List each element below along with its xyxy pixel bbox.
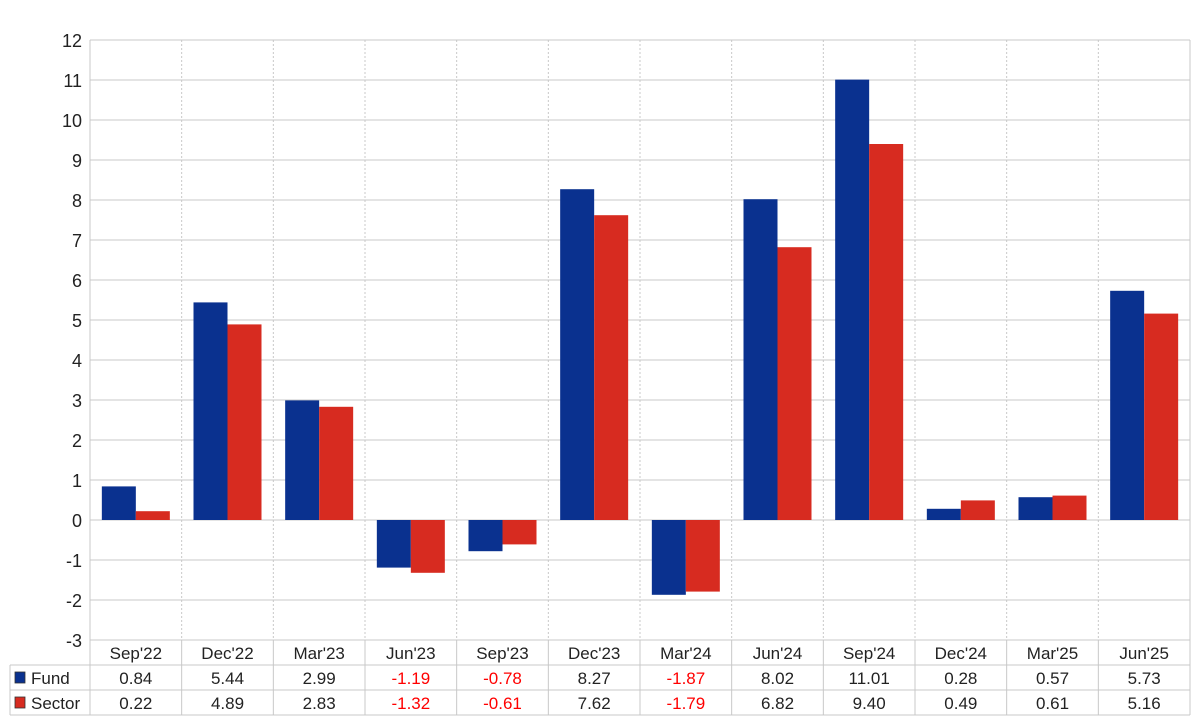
legend-label-sector: Sector	[31, 694, 80, 713]
bar-sector	[685, 520, 720, 592]
data-label: 9.40	[853, 694, 886, 713]
data-label: 6.82	[761, 694, 794, 713]
y-tick-label: 1	[72, 471, 82, 491]
bar-sector	[410, 520, 445, 573]
data-label: -1.19	[391, 669, 430, 688]
data-label: 0.28	[944, 669, 977, 688]
legend-swatch-fund	[14, 671, 26, 684]
y-tick-label: 12	[62, 31, 82, 51]
y-tick-label: -2	[66, 591, 82, 611]
data-label: 0.22	[119, 694, 152, 713]
data-label: -1.79	[666, 694, 705, 713]
bar-fund	[468, 520, 503, 552]
bar-fund	[285, 400, 320, 520]
bar-sector	[227, 324, 262, 520]
data-label: 8.27	[578, 669, 611, 688]
x-tick-label: Dec'23	[568, 644, 620, 663]
x-tick-label: Mar'24	[660, 644, 711, 663]
y-tick-label: 0	[72, 511, 82, 531]
data-label: 5.73	[1128, 669, 1161, 688]
bar-fund	[193, 302, 228, 520]
bar-sector	[594, 215, 629, 520]
bar-sector	[502, 520, 537, 545]
data-label: 2.83	[303, 694, 336, 713]
data-label: 0.84	[119, 669, 152, 688]
y-tick-label: 7	[72, 231, 82, 251]
bar-fund	[743, 199, 778, 520]
x-tick-label: Dec'24	[935, 644, 987, 663]
data-label: 0.57	[1036, 669, 1069, 688]
bar-fund	[651, 520, 686, 595]
bar-sector	[1144, 313, 1179, 520]
data-label: 2.99	[303, 669, 336, 688]
bar-fund	[101, 486, 136, 520]
legend-label-fund: Fund	[31, 669, 70, 688]
y-tick-label: 2	[72, 431, 82, 451]
bar-sector	[777, 247, 812, 520]
bar-fund	[926, 508, 961, 520]
data-label: 8.02	[761, 669, 794, 688]
x-tick-label: Sep'23	[476, 644, 528, 663]
bar-fund	[1018, 497, 1053, 520]
data-label: 7.62	[578, 694, 611, 713]
y-tick-label: 10	[62, 111, 82, 131]
data-label: 0.61	[1036, 694, 1069, 713]
y-tick-label: 8	[72, 191, 82, 211]
x-tick-label: Dec'22	[201, 644, 253, 663]
x-tick-label: Jun'24	[753, 644, 803, 663]
legend-swatch-sector	[14, 696, 26, 709]
data-label: 4.89	[211, 694, 244, 713]
bar-sector	[319, 406, 354, 520]
y-tick-label: 6	[72, 271, 82, 291]
bar-fund	[835, 79, 870, 520]
data-label: -0.78	[483, 669, 522, 688]
data-label: 5.16	[1128, 694, 1161, 713]
bar-sector	[960, 500, 995, 520]
data-label: 0.49	[944, 694, 977, 713]
data-label: -0.61	[483, 694, 522, 713]
x-tick-label: Sep'22	[110, 644, 162, 663]
bar-sector	[135, 511, 170, 520]
data-label: -1.32	[391, 694, 430, 713]
y-tick-label: 5	[72, 311, 82, 331]
y-tick-label: 3	[72, 391, 82, 411]
data-label: 5.44	[211, 669, 244, 688]
data-label: 11.01	[849, 669, 890, 688]
y-tick-label: -3	[66, 631, 82, 651]
x-tick-label: Jun'23	[386, 644, 436, 663]
x-tick-label: Sep'24	[843, 644, 895, 663]
y-tick-label: -1	[66, 551, 82, 571]
data-label: -1.87	[666, 669, 705, 688]
bar-fund	[376, 520, 411, 568]
bar-fund	[560, 189, 595, 520]
y-tick-label: 11	[63, 71, 82, 91]
bar-sector	[869, 144, 904, 520]
y-tick-label: 9	[72, 151, 82, 171]
y-tick-label: 4	[72, 351, 82, 371]
bar-sector	[1052, 495, 1087, 520]
x-tick-label: Jun'25	[1119, 644, 1169, 663]
x-tick-label: Mar'23	[293, 644, 344, 663]
x-tick-label: Mar'25	[1027, 644, 1078, 663]
bar-fund	[1110, 290, 1145, 520]
